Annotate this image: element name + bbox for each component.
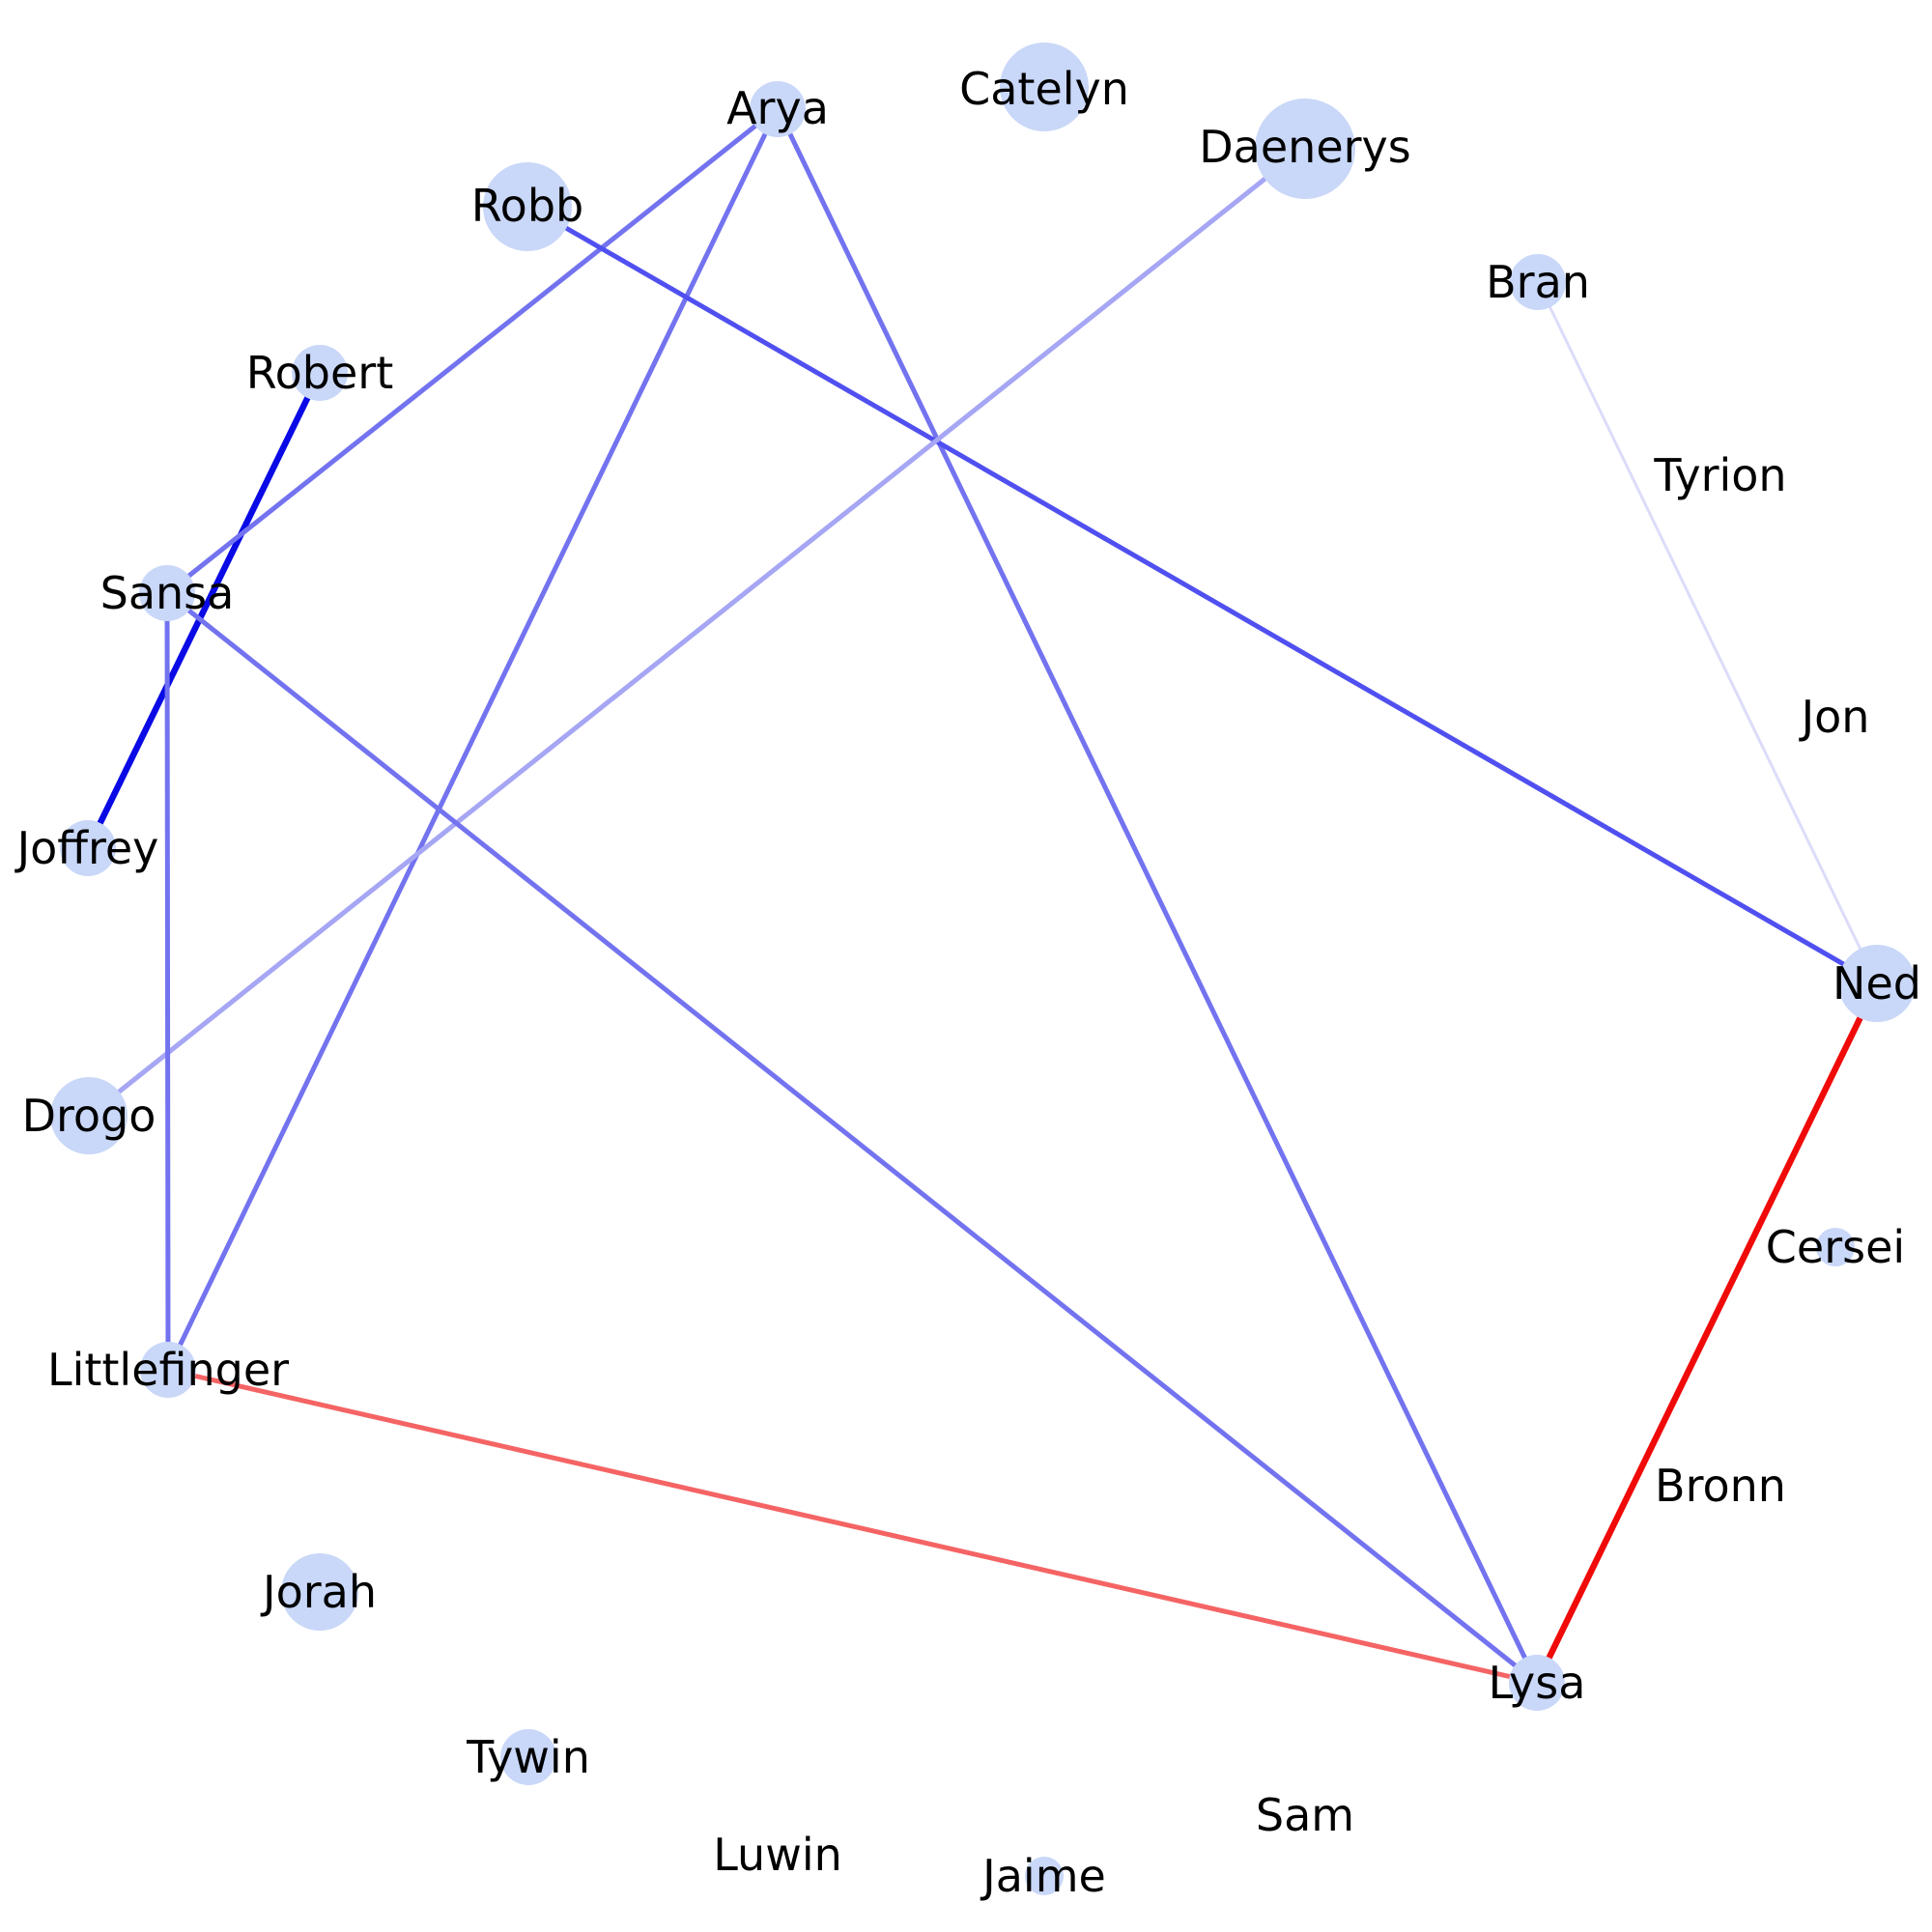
node-label-arya: Arya [726,82,829,134]
node-label-robert: Robert [246,347,394,399]
edge-robert-joffrey [84,369,324,852]
edge-arya-littlefinger [165,105,781,1373]
node-label-lysa: Lysa [1489,1657,1586,1709]
node-label-jaime: Jaime [980,1850,1106,1902]
node-joffrey[interactable] [60,820,116,876]
node-label-tywin: Tywin [466,1731,590,1783]
node-label-drogo: Drogo [22,1090,156,1142]
node-drogo[interactable] [50,1077,128,1154]
node-ned[interactable] [1838,945,1916,1022]
node-robb[interactable] [483,162,572,251]
labels-layer: Arya Catelyn Daenerys Robb Bran Robert Tyrion S… [14,63,1921,1902]
node-tywin[interactable] [500,1729,556,1785]
edge-ned-lysa [1533,980,1881,1687]
edge-robb-ned [525,203,1880,986]
node-catelyn[interactable] [1000,43,1089,131]
node-robert[interactable] [292,345,348,401]
node-label-bran: Bran [1486,256,1590,308]
node-label-sansa: Sansa [100,567,235,619]
node-label-joffrey: Joffrey [14,822,159,874]
node-sansa[interactable] [139,565,195,621]
node-arya[interactable] [750,81,806,137]
node-bran[interactable] [1510,254,1566,310]
edge-daenerys-drogo [86,144,1308,1119]
node-label-cersei: Cersei [1766,1221,1905,1273]
node-label-ned: Ned [1833,957,1921,1009]
node-label-jon: Jon [1799,691,1870,743]
edges-layer [84,105,1881,1687]
node-label-littlefinger: Littlefinger [47,1344,289,1396]
node-label-sam: Sam [1256,1789,1354,1841]
node-lysa[interactable] [1509,1655,1565,1711]
node-label-daenerys: Daenerys [1199,121,1410,173]
edge-arya-sansa [164,105,781,596]
node-jaime[interactable] [1025,1857,1064,1895]
edge-littlefinger-lysa [165,1367,1540,1686]
node-cersei[interactable] [1816,1228,1855,1266]
node-label-luwin: Luwin [713,1829,842,1881]
node-daenerys[interactable] [1255,99,1355,199]
edge-arya-lysa [775,105,1540,1686]
node-label-catelyn: Catelyn [959,63,1129,115]
nodes-layer [50,43,1916,1895]
node-label-robb: Robb [471,180,583,232]
edge-sansa-lysa [164,590,1540,1686]
node-jorah[interactable] [281,1553,358,1631]
node-littlefinger[interactable] [140,1342,196,1398]
node-label-tyrion: Tyrion [1653,449,1786,501]
edge-bran-ned [1536,280,1879,985]
edge-sansa-littlefinger [164,590,171,1373]
node-label-bronn: Bronn [1655,1460,1786,1512]
node-label-jorah: Jorah [260,1566,377,1618]
